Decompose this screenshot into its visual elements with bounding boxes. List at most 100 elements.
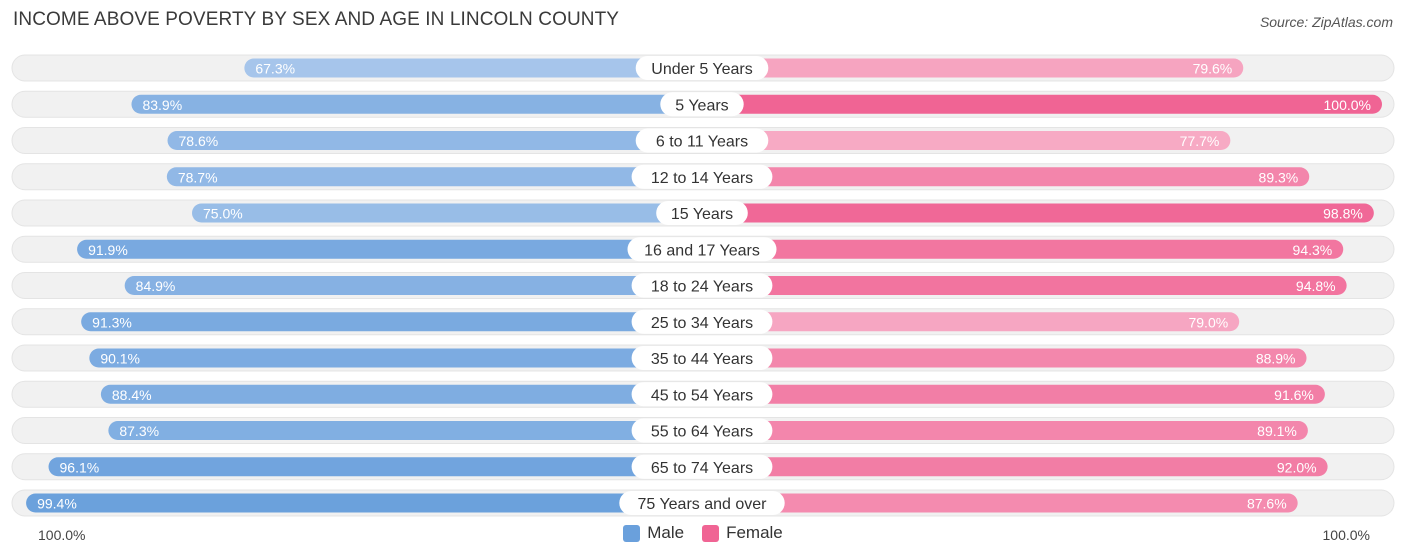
legend-item-female[interactable]: Female xyxy=(702,523,783,543)
value-label-male-75-years-and-over: 99.4% xyxy=(37,496,77,512)
bar-female-75-years-and-over xyxy=(702,493,1298,513)
category-label-35-to-44-years: 35 to 44 Years xyxy=(651,351,753,368)
category-pill-45-to-54-years xyxy=(631,382,773,407)
legend-swatch-female xyxy=(702,524,720,542)
value-label-female-45-to-54-years: 91.6% xyxy=(1274,387,1314,403)
source-label: Source: ZipAtlas.com xyxy=(1259,14,1393,30)
legend-label-male: Male xyxy=(647,523,685,542)
value-label-female-5-years: 100.0% xyxy=(1324,97,1371,113)
bar-female-15-years xyxy=(702,203,1374,223)
value-label-male-35-to-44-years: 90.1% xyxy=(100,351,140,367)
value-label-female-25-to-34-years: 79.0% xyxy=(1188,314,1228,330)
value-label-female-12-to-14-years: 89.3% xyxy=(1259,169,1299,185)
legend: Male Female xyxy=(0,523,1406,543)
value-label-female-35-to-44-years: 88.9% xyxy=(1256,351,1296,367)
value-label-female-55-to-64-years: 89.1% xyxy=(1257,423,1297,439)
bar-male-35-to-44-years xyxy=(89,348,702,368)
category-pill-16-and-17-years xyxy=(627,237,777,262)
bar-male-16-and-17-years xyxy=(77,239,702,259)
value-label-male-55-to-64-years: 87.3% xyxy=(119,423,159,439)
bar-row-5-years: 83.9% 100.0% 5 Years xyxy=(11,90,1395,118)
category-label-6-to-11-years: 6 to 11 Years xyxy=(656,134,748,151)
category-pill-18-to-24-years xyxy=(631,273,773,298)
bar-row-15-years: 75.0% 98.8% 15 Years xyxy=(11,199,1395,227)
legend-item-male[interactable]: Male xyxy=(623,523,684,543)
bar-male-55-to-64-years xyxy=(108,421,703,440)
category-label-15-years: 15 Years xyxy=(671,206,733,223)
value-label-male-65-to-74-years: 96.1% xyxy=(60,459,100,475)
category-pill-under-5-years xyxy=(635,56,769,80)
category-pill-5-years xyxy=(660,92,744,117)
value-label-female-18-to-24-years: 94.8% xyxy=(1296,278,1336,294)
axis-left-label: 100.0% xyxy=(38,527,86,543)
category-label-12-to-14-years: 12 to 14 Years xyxy=(651,170,753,187)
value-label-male-6-to-11-years: 78.6% xyxy=(179,133,219,149)
bar-female-55-to-64-years xyxy=(702,421,1308,440)
bar-male-45-to-54-years xyxy=(100,384,702,404)
category-label-under-5-years: Under 5 Years xyxy=(651,61,752,78)
bar-female-45-to-54-years xyxy=(702,384,1325,404)
value-label-female-under-5-years: 79.6% xyxy=(1193,61,1233,77)
value-label-male-18-to-24-years: 84.9% xyxy=(136,278,176,294)
value-label-male-45-to-54-years: 88.4% xyxy=(112,387,152,403)
category-label-75-years-and-over: 75 Years and over xyxy=(638,496,768,513)
chart-title: INCOME ABOVE POVERTY BY SEX AND AGE IN L… xyxy=(13,9,620,30)
category-label-16-and-17-years: 16 and 17 Years xyxy=(644,242,760,259)
bar-male-12-to-14-years xyxy=(166,167,703,187)
bar-male-18-to-24-years xyxy=(124,276,703,295)
value-label-male-15-years: 75.0% xyxy=(203,206,243,222)
bar-row-75-years-and-over: 99.4% 87.6% 75 Years and over xyxy=(11,489,1395,517)
category-label-5-years: 5 Years xyxy=(675,97,728,114)
value-label-female-65-to-74-years: 92.0% xyxy=(1277,459,1317,475)
category-label-18-to-24-years: 18 to 24 Years xyxy=(651,279,753,296)
bar-row-45-to-54-years: 88.4% 91.6% 45 to 54 Years xyxy=(11,380,1395,408)
bar-row-55-to-64-years: 87.3% 89.1% 55 to 64 Years xyxy=(11,417,1395,444)
bar-female-16-and-17-years xyxy=(702,239,1344,259)
bar-row-65-to-74-years: 96.1% 92.0% 65 to 74 Years xyxy=(11,453,1395,481)
axis-right-label: 100.0% xyxy=(1322,527,1370,543)
bar-row-6-to-11-years: 78.6% 77.7% 6 to 11 Years xyxy=(11,127,1395,154)
bar-row-18-to-24-years: 84.9% 94.8% 18 to 24 Years xyxy=(11,272,1395,299)
category-pill-25-to-34-years xyxy=(631,309,773,334)
bar-female-5-years xyxy=(702,94,1382,114)
bar-female-18-to-24-years xyxy=(702,276,1347,295)
bar-female-6-to-11-years xyxy=(702,131,1231,150)
value-label-female-16-and-17-years: 94.3% xyxy=(1293,242,1333,258)
category-label-55-to-64-years: 55 to 64 Years xyxy=(651,424,753,441)
legend-swatch-male xyxy=(623,524,641,542)
category-pill-12-to-14-years xyxy=(631,164,773,189)
chart-svg: 67.3% 79.6% Under 5 Years 83.9% 100.0% 5 Year… xyxy=(11,54,1395,517)
category-label-25-to-34-years: 25 to 34 Years xyxy=(651,315,753,332)
bar-female-12-to-14-years xyxy=(702,167,1310,187)
value-label-male-under-5-years: 67.3% xyxy=(255,61,295,77)
value-label-female-6-to-11-years: 77.7% xyxy=(1180,133,1220,149)
category-pill-55-to-64-years xyxy=(631,418,773,443)
value-label-female-15-years: 98.8% xyxy=(1323,206,1363,222)
bar-row-25-to-34-years: 91.3% 79.0% 25 to 34 Years xyxy=(11,308,1395,336)
value-label-male-12-to-14-years: 78.7% xyxy=(178,169,218,185)
category-label-65-to-74-years: 65 to 74 Years xyxy=(651,460,753,477)
category-pill-15-years xyxy=(656,201,748,225)
legend-label-female: Female xyxy=(726,523,783,542)
bar-female-under-5-years xyxy=(702,58,1244,78)
bar-row-35-to-44-years: 90.1% 88.9% 35 to 44 Years xyxy=(11,344,1395,372)
bar-female-25-to-34-years xyxy=(702,312,1240,332)
value-label-male-5-years: 83.9% xyxy=(142,97,182,113)
bar-row-under-5-years: 67.3% 79.6% Under 5 Years xyxy=(11,54,1395,82)
value-label-female-75-years-and-over: 87.6% xyxy=(1247,496,1287,512)
category-pill-75-years-and-over xyxy=(619,491,785,515)
category-label-45-to-54-years: 45 to 54 Years xyxy=(651,387,753,404)
value-label-male-16-and-17-years: 91.9% xyxy=(88,242,128,258)
bar-female-35-to-44-years xyxy=(702,348,1307,368)
bar-female-65-to-74-years xyxy=(702,457,1328,477)
category-pill-6-to-11-years xyxy=(635,128,769,153)
category-pill-35-to-44-years xyxy=(631,346,773,370)
bar-male-6-to-11-years xyxy=(167,131,702,150)
value-label-male-25-to-34-years: 91.3% xyxy=(92,314,132,330)
bar-row-16-and-17-years: 91.9% 94.3% 16 and 17 Years xyxy=(11,235,1395,263)
bar-male-65-to-74-years xyxy=(48,457,702,477)
bar-male-5-years xyxy=(131,94,703,114)
category-pill-65-to-74-years xyxy=(631,454,773,479)
bar-male-25-to-34-years xyxy=(81,312,702,332)
bar-male-15-years xyxy=(192,203,702,223)
